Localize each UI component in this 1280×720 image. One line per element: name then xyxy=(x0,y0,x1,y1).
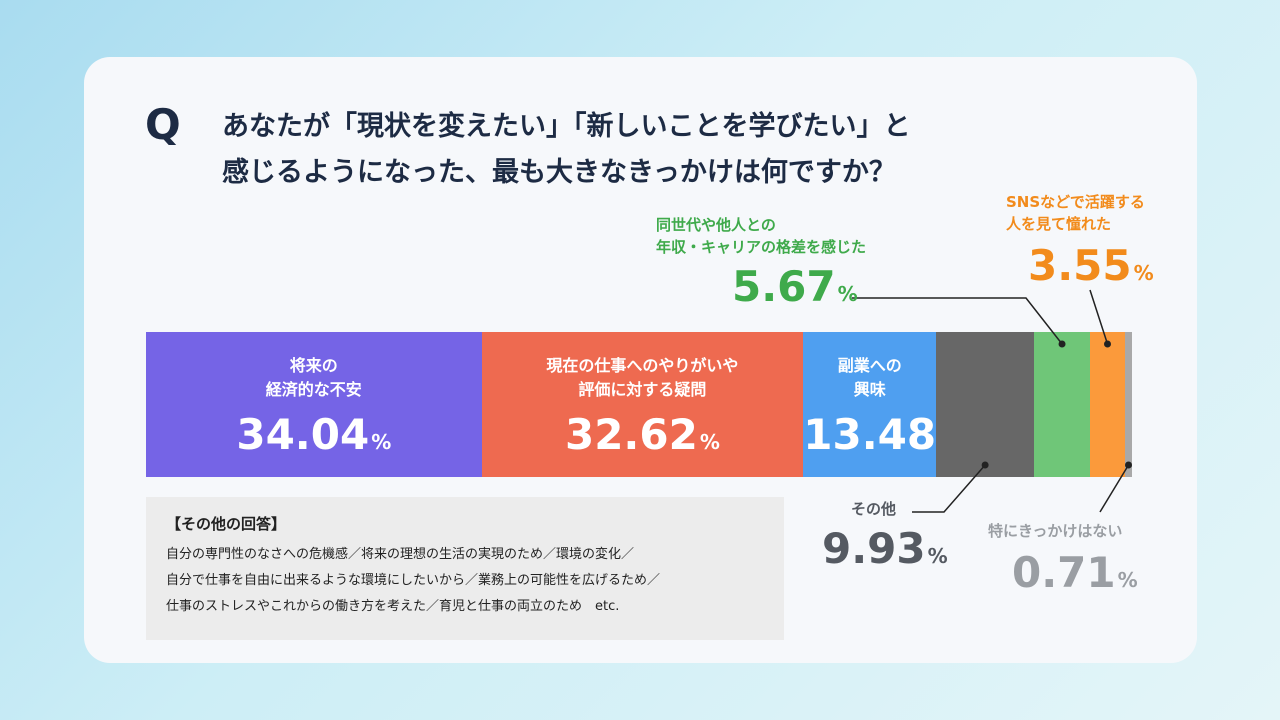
callout-sns: SNSなどで活躍する 人を見て憧れた 3.55% xyxy=(1006,191,1154,290)
segment-label: 将来の 経済的な不安 xyxy=(146,354,482,402)
percent-sign: % xyxy=(371,430,392,454)
bar-segment-other xyxy=(936,332,1035,477)
segment-label-line: 評価に対する疑問 xyxy=(578,380,707,399)
callout-label-line: 人を見て憧れた xyxy=(1006,215,1112,233)
callout-peer-gap: 同世代や他人との 年収・キャリアの格差を感じた 5.67% xyxy=(656,214,866,311)
segment-label-line: 経済的な不安 xyxy=(265,380,362,399)
other-answers-line: 自分の専門性のなさへの危機感／将来の理想の生活の実現のため／環境の変化／ xyxy=(166,547,635,562)
callout-label: SNSなどで活躍する 人を見て憧れた xyxy=(1006,191,1145,235)
other-answers-line: 仕事のストレスやこれからの働き方を考えた／育児と仕事の両立のため etc. xyxy=(166,599,620,614)
other-answers-line: 自分で仕事を自由に出来るような環境にしたいから／業務上の可能性を広げるため／ xyxy=(166,573,661,588)
question-mark: Q xyxy=(145,100,181,149)
callout-value: 9.93% xyxy=(822,524,948,573)
callout-value: 3.55% xyxy=(1028,241,1154,290)
segment-value: 32.62% xyxy=(482,410,804,459)
value-number: 9.93 xyxy=(822,524,926,573)
callout-label-line: 同世代や他人との xyxy=(656,216,776,234)
other-answers-box: 【その他の回答】 自分の専門性のなさへの危機感／将来の理想の生活の実現のため／環… xyxy=(146,497,784,640)
bar-segment-economic-anxiety: 将来の 経済的な不安 34.04% xyxy=(146,332,482,477)
bar-segment-sns xyxy=(1089,332,1125,477)
percent-sign: % xyxy=(1117,568,1138,592)
bar-segment-no-reason xyxy=(1124,332,1132,477)
bar-segment-peer-gap xyxy=(1034,332,1090,477)
segment-label-line: 現在の仕事へのやりがいや xyxy=(546,356,739,375)
callout-label: その他 xyxy=(851,500,897,518)
value-number: 3.55 xyxy=(1028,241,1132,290)
percent-sign: % xyxy=(1133,261,1154,285)
question-text: あなたが「現状を変えたい」「新しいことを学びたい」と 感じるようになった、最も大… xyxy=(222,104,1022,196)
percent-sign: % xyxy=(927,544,948,568)
bar-segment-job-doubts: 現在の仕事へのやりがいや 評価に対する疑問 32.62% xyxy=(481,332,804,477)
value-number: 34.04 xyxy=(236,410,370,459)
segment-value: 13.48% xyxy=(803,410,958,459)
segment-label-line: 将来の xyxy=(289,356,338,375)
callout-label-line: 年収・キャリアの格差を感じた xyxy=(656,238,867,256)
stacked-bar-chart: 将来の 経済的な不安 34.04% 現在の仕事へのやりがいや 評価に対する疑問 … xyxy=(146,332,1132,477)
question-line-2: 感じるようになった、最も大きなきっかけは何ですか？ xyxy=(222,157,896,188)
other-answers-title: 【その他の回答】 xyxy=(166,515,287,533)
callout-value: 5.67% xyxy=(732,262,858,311)
segment-label-line: 副業への xyxy=(837,356,902,375)
bar-segment-side-job: 副業への 興味 13.48% xyxy=(803,332,958,477)
segment-label-line: 興味 xyxy=(853,380,886,399)
callout-label: 特にきっかけはない xyxy=(988,522,1123,540)
value-number: 5.67 xyxy=(732,262,836,311)
segment-value: 34.04% xyxy=(146,410,482,459)
value-number: 32.62 xyxy=(564,410,698,459)
segment-label: 副業への 興味 xyxy=(803,354,936,402)
segment-label: 現在の仕事へのやりがいや 評価に対する疑問 xyxy=(482,354,804,402)
percent-sign: % xyxy=(837,282,858,306)
value-number: 13.48 xyxy=(803,410,937,459)
question-line-1: あなたが「現状を変えたい」「新しいことを学びたい」と xyxy=(222,111,911,142)
callout-value: 0.71% xyxy=(1012,548,1138,597)
value-number: 0.71 xyxy=(1012,548,1116,597)
callout-label: 同世代や他人との 年収・キャリアの格差を感じた xyxy=(656,214,866,258)
percent-sign: % xyxy=(699,430,720,454)
callout-label-line: SNSなどで活躍する xyxy=(1006,193,1145,211)
